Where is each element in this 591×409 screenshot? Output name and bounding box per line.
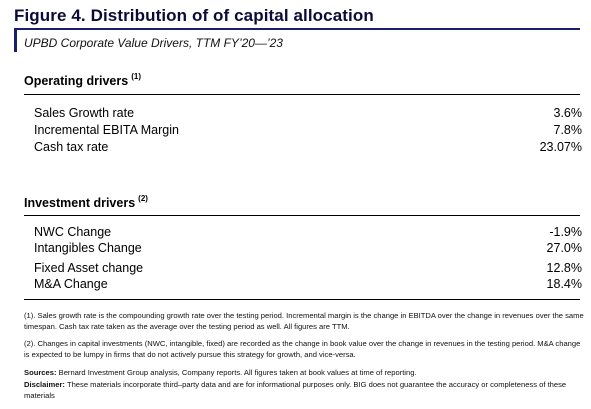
investment-note-ref: (2) [138, 194, 148, 203]
driver-label: Cash tax rate [34, 140, 109, 154]
figure-subtitle: UPBD Corporate Value Drivers, TTM FY’20—… [24, 36, 283, 50]
operating-drivers-title: Operating drivers [24, 74, 129, 88]
footnote-2: (2). Changes in capital investments (NWC… [24, 339, 581, 359]
figure-title: Figure 4. Distribution of of capital all… [14, 6, 374, 25]
sources-note: Sources: Bernard Investment Group analys… [24, 367, 584, 378]
driver-value: 27.0% [546, 241, 582, 255]
table-row: Incremental EBITA Margin 7.8% [34, 123, 582, 139]
driver-label: Intangibles Change [34, 241, 142, 255]
table-row: Cash tax rate 23.07% [34, 140, 582, 156]
footnote-rule [24, 299, 580, 300]
driver-value: 3.6% [553, 106, 583, 120]
footnote-1: (1). Sales growth rate is the compoundin… [24, 311, 584, 331]
title-rule [14, 28, 580, 30]
table-row: Fixed Asset change 12.8% [34, 261, 582, 277]
operating-note-ref: (1) [131, 72, 141, 81]
disclaimer-note: Disclaimer: These materials incorporate … [24, 379, 584, 401]
sources-text: Bernard Investment Group analysis, Compa… [58, 368, 417, 377]
driver-label: Sales Growth rate [34, 106, 135, 120]
sources-label: Sources: [24, 368, 57, 377]
table-row: Sales Growth rate 3.6% [34, 106, 582, 122]
driver-value: 7.8% [553, 123, 583, 137]
subtitle-accent-bar [14, 30, 17, 52]
driver-value: -1.9% [549, 225, 582, 239]
table-row: M&A Change 18.4% [34, 277, 582, 293]
table-row: Intangibles Change 27.0% [34, 241, 582, 257]
driver-value: 23.07% [539, 140, 582, 154]
disclaimer-text: These materials incorporate third–party … [24, 380, 567, 400]
operating-section-rule [24, 94, 580, 95]
driver-label: NWC Change [34, 225, 112, 239]
driver-label: Fixed Asset change [34, 261, 144, 275]
operating-drivers-heading: Operating drivers (1) [24, 72, 141, 88]
investment-section-rule [24, 215, 580, 216]
driver-label: Incremental EBITA Margin [34, 123, 179, 137]
disclaimer-label: Disclaimer: [24, 380, 65, 389]
driver-value: 18.4% [546, 277, 582, 291]
driver-value: 12.8% [546, 261, 582, 275]
investment-drivers-heading: Investment drivers (2) [24, 194, 148, 210]
driver-label: M&A Change [34, 277, 108, 291]
table-row: NWC Change -1.9% [34, 225, 582, 241]
investment-drivers-title: Investment drivers [24, 196, 136, 210]
